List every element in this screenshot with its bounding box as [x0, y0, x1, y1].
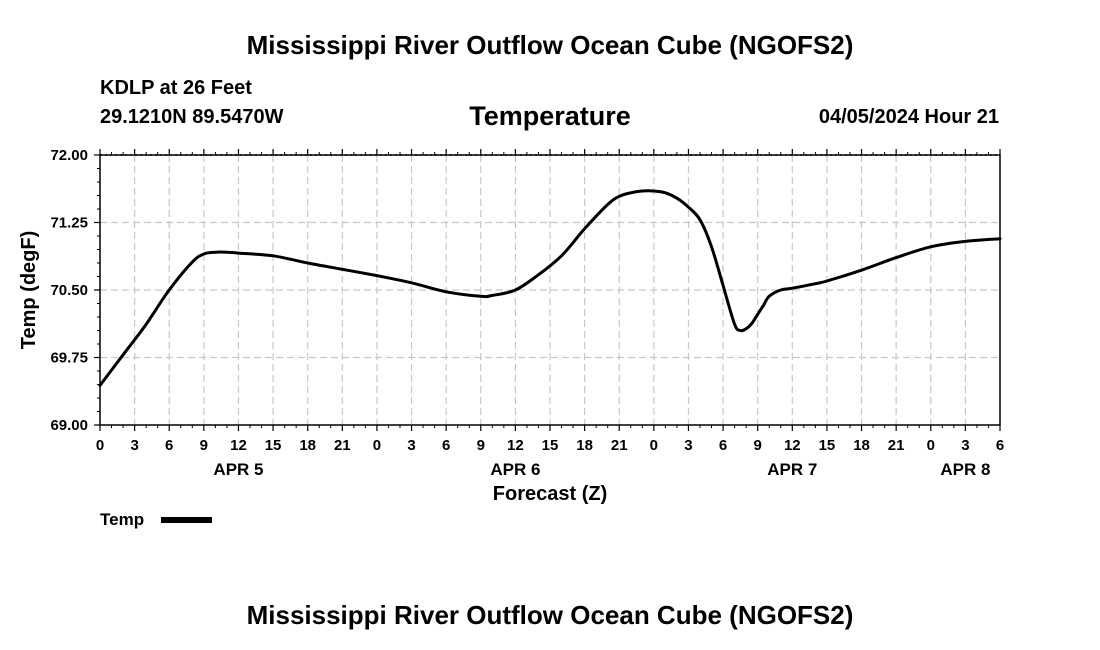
grid-layer [100, 155, 1000, 425]
x-tick-label: 12 [784, 437, 801, 454]
x-tick-label: 6 [165, 437, 173, 454]
x-tick-label: 18 [576, 437, 593, 454]
x-tick-label: 3 [130, 437, 138, 454]
day-label: APR 6 [490, 460, 540, 479]
y-tick-label: 72.00 [50, 147, 88, 164]
x-tick-label: 0 [373, 437, 381, 454]
x-tick-label: 0 [96, 437, 104, 454]
axis-label-layer: 0 3 6 9 12 15 18 21 0 3 6 9 12 15 18 21 0 3 6 9 12 15 18 21 0 3 6 7… [50, 147, 1004, 479]
station-label: KDLP at 26 Feet [100, 77, 252, 99]
x-tick-label: 21 [334, 437, 351, 454]
x-tick-label: 15 [542, 437, 559, 454]
x-tick-label: 21 [611, 437, 628, 454]
day-label: APR 5 [213, 460, 263, 479]
x-tick-label: 15 [819, 437, 836, 454]
x-tick-label: 0 [650, 437, 658, 454]
x-tick-label: 9 [477, 437, 485, 454]
y-tick-label: 70.50 [50, 282, 88, 299]
chart-title: Mississippi River Outflow Ocean Cube (NG… [246, 30, 854, 60]
x-tick-label: 18 [853, 437, 870, 454]
temperature-chart: 0 3 6 9 12 15 18 21 0 3 6 9 12 15 18 21 0 3 6 9 12 15 18 21 0 3 6 7… [18, 147, 1004, 505]
variable-title: Temperature [469, 101, 631, 131]
x-tick-label: 15 [265, 437, 282, 454]
x-tick-label: 21 [888, 437, 905, 454]
x-tick-label: 3 [961, 437, 969, 454]
forecast-datetime: 04/05/2024 Hour 21 [818, 106, 999, 128]
x-tick-label: 9 [200, 437, 208, 454]
y-tick-label: 71.25 [50, 215, 88, 232]
x-axis-label: Forecast (Z) [493, 483, 607, 505]
footer-title: Mississippi River Outflow Ocean Cube (NG… [246, 600, 854, 630]
x-tick-label: 6 [442, 437, 450, 454]
temp-series-line [98, 189, 1002, 387]
x-tick-label: 0 [927, 437, 935, 454]
y-axis-label: Temp (degF) [18, 231, 40, 350]
legend-swatch [161, 517, 212, 523]
y-tick-label: 69.00 [50, 417, 88, 434]
x-tick-label: 3 [407, 437, 415, 454]
x-tick-label: 18 [299, 437, 316, 454]
x-tick-label: 6 [996, 437, 1004, 454]
day-label: APR 8 [940, 460, 990, 479]
x-tick-label: 12 [507, 437, 524, 454]
x-tick-label: 9 [754, 437, 762, 454]
x-tick-label: 12 [230, 437, 247, 454]
tick-layer [94, 149, 1001, 431]
x-tick-label: 3 [684, 437, 692, 454]
legend-label: Temp [100, 510, 145, 529]
x-tick-label: 6 [719, 437, 727, 454]
station-coordinates: 29.1210N 89.5470W [100, 106, 284, 128]
day-label: APR 7 [767, 460, 817, 479]
y-tick-label: 69.75 [50, 350, 88, 367]
